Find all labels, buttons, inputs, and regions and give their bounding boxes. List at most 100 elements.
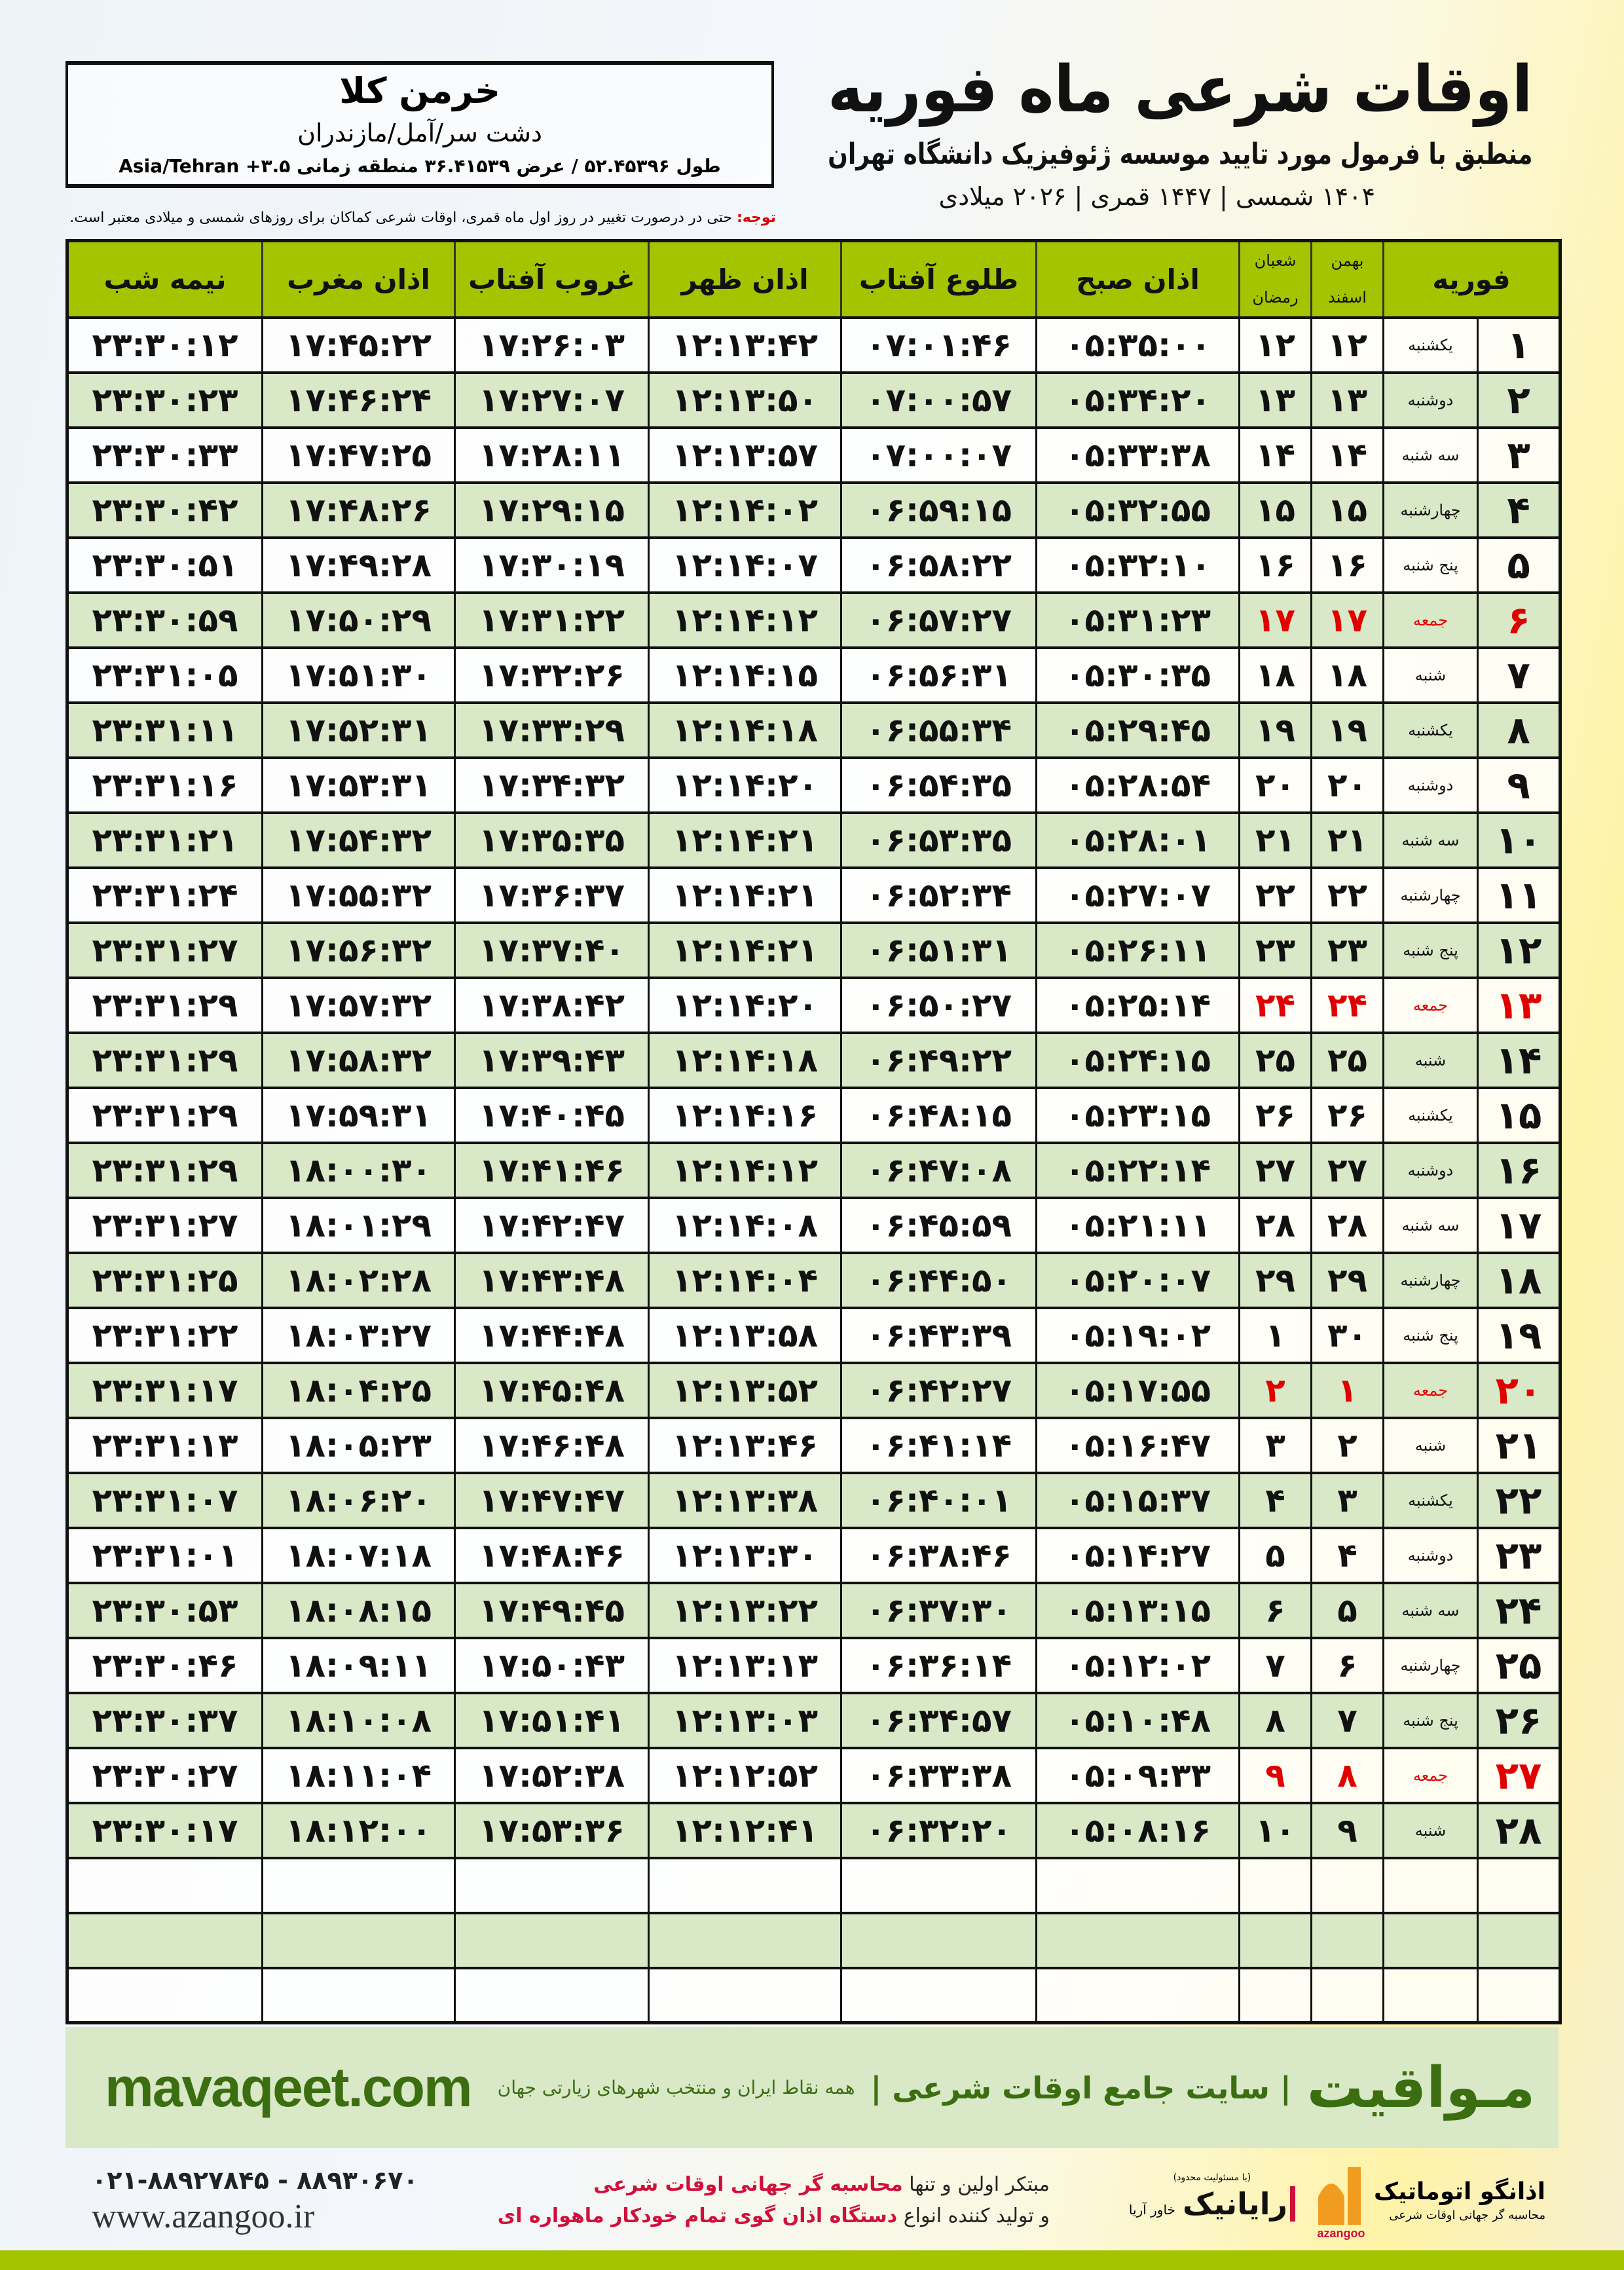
lunar-day: ۴	[1238, 1471, 1312, 1529]
sunrise-time: ۰۶:۵۷:۲۷	[840, 591, 1037, 648]
weekday: یکشنبه	[1382, 1471, 1479, 1529]
midnight-time: ۲۳:۳۱:۲۵	[66, 1251, 263, 1309]
table-row: ۲۷ جمعه ۸ ۹ ۰۵:۰۹:۳۳ ۰۶:۳۳:۳۸ ۱۲:۱۲:۵۲ ۱۷:۵۲:۳۸…	[66, 1746, 1562, 1804]
solar-day: ۱۳	[1310, 371, 1384, 428]
lunar-day	[1238, 1966, 1312, 2024]
table-row: ۲۸ شنبه ۹ ۱۰ ۰۵:۰۸:۱۶ ۰۶:۳۲:۲۰ ۱۲:۱۲:۴۱ ۱۷:۵۳:۳…	[66, 1801, 1562, 1859]
fajr-time: ۰۵:۲۱:۱۱	[1035, 1196, 1240, 1254]
sunrise-time: ۰۶:۴۸:۱۵	[840, 1086, 1037, 1144]
header-lunar-2: رمضان	[1252, 288, 1299, 307]
maghrib-time: ۱۸:۰۳:۲۷	[261, 1306, 456, 1364]
day-number: ۵	[1477, 536, 1562, 593]
weekday: پنج شنبه	[1382, 536, 1479, 593]
azangoo-url[interactable]: www.azangoo.ir	[92, 2198, 315, 2235]
table-row: ۲۵ چهارشنبه ۶ ۷ ۰۵:۱۲:۰۲ ۰۶:۳۶:۱۴ ۱۲:۱۳:۱۳ ۱۷:۵…	[66, 1636, 1562, 1694]
sunset-time: ۱۷:۴۰:۴۵	[454, 1086, 650, 1144]
table-row: ۱۸ چهارشنبه ۲۹ ۲۹ ۰۵:۲۰:۰۷ ۰۶:۴۴:۵۰ ۱۲:۱۴:۰۴ ۱۷…	[66, 1251, 1562, 1309]
sunset-time: ۱۷:۳۳:۲۹	[454, 701, 650, 758]
sunset-time: ۱۷:۳۲:۲۶	[454, 646, 650, 703]
day-number: ۲۳	[1477, 1526, 1562, 1584]
maghrib-time: ۱۷:۵۶:۳۲	[261, 921, 456, 978]
solar-day: ۲۴	[1310, 976, 1384, 1033]
sunset-time: ۱۷:۳۰:۱۹	[454, 536, 650, 593]
solar-day: ۲۳	[1310, 921, 1384, 978]
weekday: چهارشنبه	[1382, 866, 1479, 923]
midnight-time	[66, 1966, 263, 2024]
weekday	[1382, 1966, 1479, 2024]
header-maghrib: اذان مغرب	[261, 240, 455, 318]
weekday: سه شنبه	[1382, 426, 1479, 483]
ad-text: مبتکر اولین و تنها محاسبه گر جهانی اوقات…	[498, 2169, 1050, 2232]
sunset-time: ۱۷:۴۹:۴۵	[454, 1581, 650, 1639]
dhuhr-time: ۱۲:۱۳:۵۰	[648, 371, 842, 428]
fajr-time: ۰۵:۲۸:۵۴	[1035, 756, 1240, 813]
sunset-time: ۱۷:۲۹:۱۵	[454, 481, 650, 538]
dhuhr-time: ۱۲:۱۴:۱۵	[648, 646, 842, 703]
sunrise-time: ۰۶:۴۰:۰۱	[840, 1471, 1037, 1529]
dhuhr-time: ۱۲:۱۴:۱۶	[648, 1086, 842, 1144]
sunset-time: ۱۷:۲۷:۰۷	[454, 371, 650, 428]
table-row: ۴ چهارشنبه ۱۵ ۱۵ ۰۵:۳۲:۵۵ ۰۶:۵۹:۱۵ ۱۲:۱۴:۰۲ ۱۷:…	[66, 481, 1562, 538]
midnight-time: ۲۳:۳۱:۰۱	[66, 1526, 263, 1584]
sunrise-time: ۰۶:۳۶:۱۴	[840, 1636, 1037, 1694]
day-number: ۲۱	[1477, 1416, 1562, 1474]
midnight-time: ۲۳:۳۰:۳۷	[66, 1691, 263, 1749]
maghrib-time: ۱۷:۵۰:۲۹	[261, 591, 456, 648]
maghrib-time: ۱۷:۵۲:۳۱	[261, 701, 456, 758]
midnight-time: ۲۳:۳۰:۱۲	[66, 316, 263, 373]
sunrise-time: ۰۶:۵۴:۳۵	[840, 756, 1037, 813]
weekday: شنبه	[1382, 1031, 1479, 1088]
weekday: شنبه	[1382, 646, 1479, 703]
fajr-time: ۰۵:۰۹:۳۳	[1035, 1746, 1240, 1804]
maghrib-time: ۱۷:۴۵:۲۲	[261, 316, 456, 373]
lunar-day: ۲۴	[1238, 976, 1312, 1033]
sunset-time: ۱۷:۲۸:۱۱	[454, 426, 650, 483]
table-header: فوریه بهمن اسفند شعبان رمضان اذان صبح طلوع…	[66, 240, 1560, 318]
rayanik-small: (با مسئولیت محدود)	[1173, 2172, 1251, 2183]
sunrise-time: ۰۶:۴۴:۵۰	[840, 1251, 1037, 1309]
dhuhr-time: ۱۲:۱۳:۱۳	[648, 1636, 842, 1694]
mavaqeet-brand: همه نقاط ایران و منتخب شهرهای زیارتی جها…	[498, 2055, 1536, 2121]
fajr-time: ۰۵:۳۴:۲۰	[1035, 371, 1240, 428]
note: توجه: حتی در درصورت تغییر در روز اول ماه…	[65, 210, 776, 231]
sunset-time: ۱۷:۵۱:۴۱	[454, 1691, 650, 1749]
solar-day: ۲۷	[1310, 1141, 1384, 1199]
sunrise-time: ۰۶:۴۳:۳۹	[840, 1306, 1037, 1364]
day-number: ۲۶	[1477, 1691, 1562, 1749]
note-text: حتی در درصورت تغییر در روز اول ماه قمری،…	[69, 210, 737, 226]
maghrib-time: ۱۷:۵۵:۳۲	[261, 866, 456, 923]
weekday: چهارشنبه	[1382, 1636, 1479, 1694]
weekday	[1382, 1911, 1479, 1969]
maghrib-time: ۱۷:۵۷:۳۲	[261, 976, 456, 1033]
header-fajr: اذان صبح	[1035, 240, 1240, 318]
solar-day: ۲	[1310, 1416, 1384, 1474]
weekday: سه شنبه	[1382, 811, 1479, 868]
lunar-day: ۵	[1238, 1526, 1312, 1584]
maghrib-time: ۱۷:۴۷:۲۵	[261, 426, 456, 483]
sunset-time: ۱۷:۴۲:۴۷	[454, 1196, 650, 1254]
fajr-time: ۰۵:۱۳:۱۵	[1035, 1581, 1240, 1639]
header-solar: بهمن اسفند	[1310, 240, 1384, 318]
solar-day: ۲۶	[1310, 1086, 1384, 1144]
midnight-time: ۲۳:۳۱:۲۹	[66, 1141, 263, 1199]
midnight-time: ۲۳:۳۱:۰۵	[66, 646, 263, 703]
header-lunar-1: شعبان	[1254, 251, 1297, 270]
contact-block: ۰۲۱-۸۸۹۲۷۸۴۵ - ۸۸۹۳۰۶۷۰ www.azangoo.ir	[92, 2164, 418, 2237]
maghrib-time: ۱۷:۵۹:۳۱	[261, 1086, 456, 1144]
weekday: چهارشنبه	[1382, 1251, 1479, 1309]
maghrib-time: ۱۸:۰۱:۲۹	[261, 1196, 456, 1254]
midnight-time: ۲۳:۳۱:۲۴	[66, 866, 263, 923]
dhuhr-time: ۱۲:۱۳:۵۲	[648, 1361, 842, 1419]
midnight-time: ۲۳:۳۱:۲۱	[66, 811, 263, 868]
solar-day	[1310, 1966, 1384, 2024]
lunar-day: ۲۹	[1238, 1251, 1312, 1309]
header-solar-2: اسفند	[1328, 288, 1367, 307]
fajr-time: ۰۵:۲۷:۰۷	[1035, 866, 1240, 923]
lunar-day: ۲	[1238, 1361, 1312, 1419]
solar-day: ۴	[1310, 1526, 1384, 1584]
midnight-time	[66, 1856, 263, 1914]
dhuhr-time: ۱۲:۱۳:۲۲	[648, 1581, 842, 1639]
dhuhr-time: ۱۲:۱۴:۱۲	[648, 1141, 842, 1199]
fajr-time: ۰۵:۲۸:۰۱	[1035, 811, 1240, 868]
mavaqeet-url[interactable]: mavaqeet.com	[105, 2056, 473, 2118]
